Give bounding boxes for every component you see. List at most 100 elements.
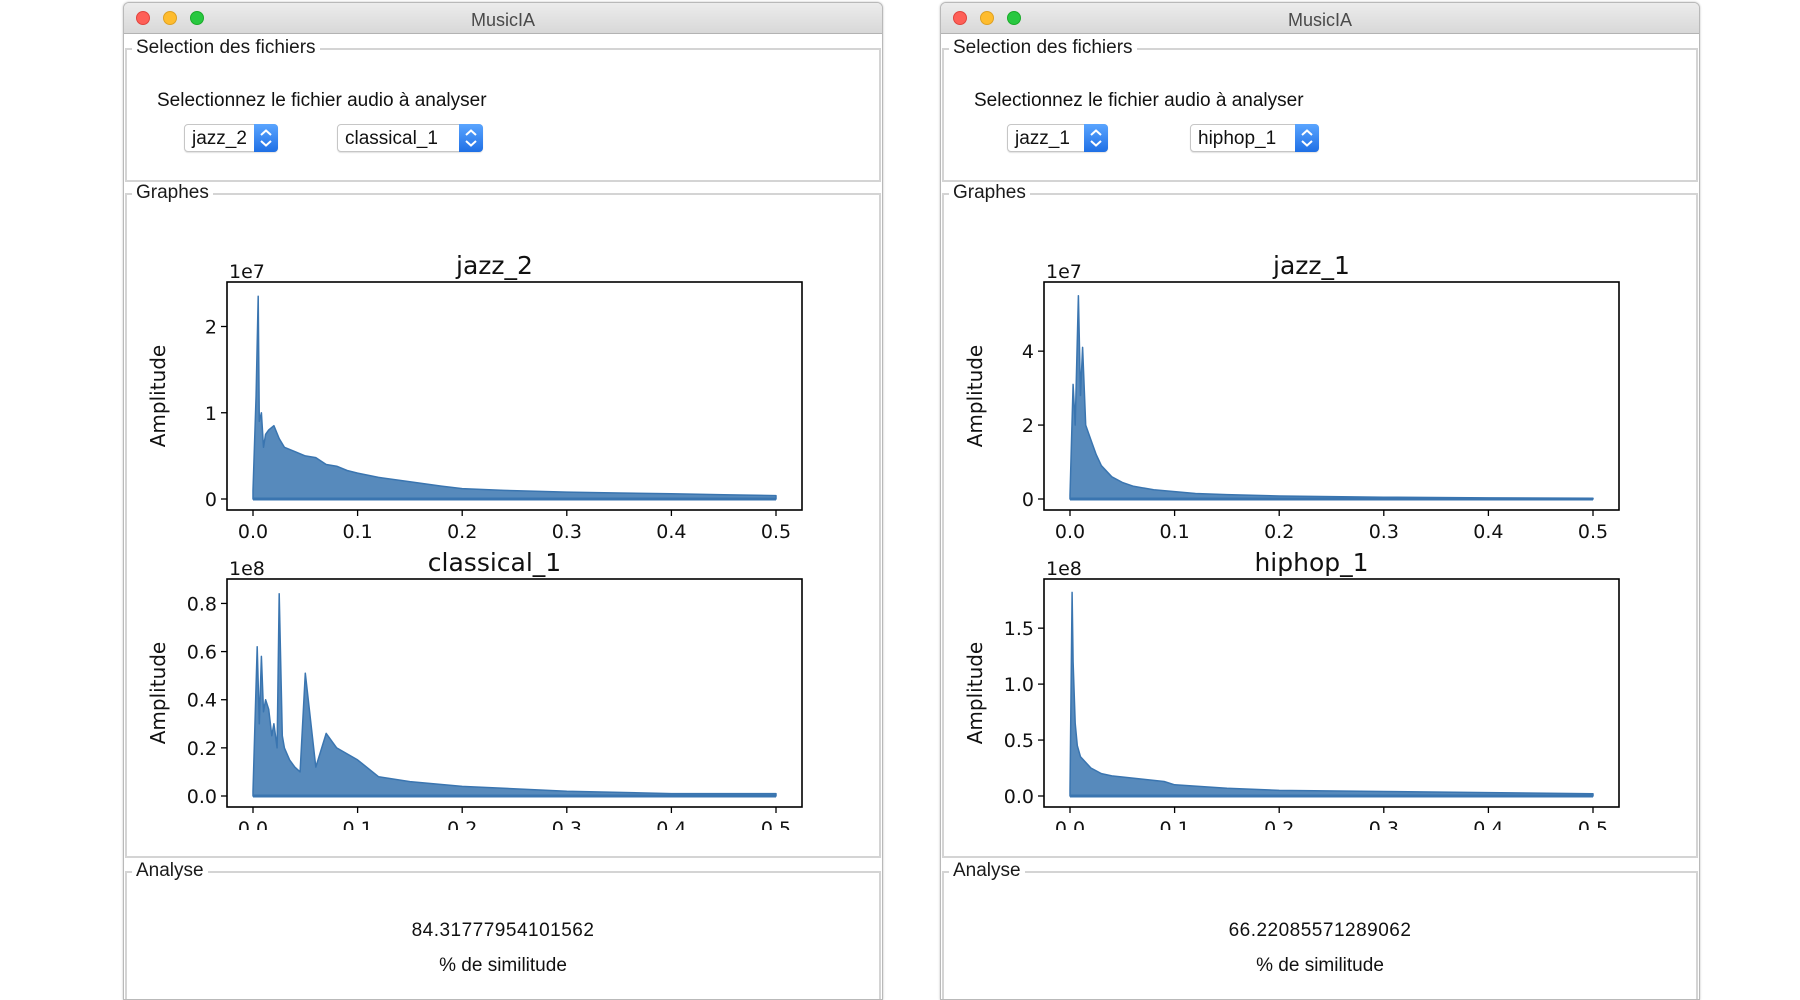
close-window-button[interactable] — [136, 11, 150, 25]
plot-frame — [226, 281, 803, 511]
chevron-up-down-icon — [1084, 124, 1108, 152]
y-tick-label: 1 — [205, 403, 217, 425]
similarity-label: % de similitude — [1256, 955, 1384, 976]
y-tick-label: 0.8 — [187, 593, 217, 615]
x-tick-label: 0.0 — [1055, 818, 1085, 830]
window-title: MusicIA — [470, 10, 535, 30]
x-tick-label: 0.4 — [656, 818, 686, 830]
y-tick-label: 0.0 — [1004, 786, 1034, 808]
axis-scale-label: 1e7 — [229, 261, 265, 283]
x-tick-label: 0.2 — [1264, 818, 1294, 830]
y-tick-label: 0.2 — [187, 738, 217, 760]
window-title: MusicIA — [1287, 10, 1352, 30]
spectrum-series-area — [252, 593, 777, 797]
x-tick-label: 0.4 — [656, 521, 686, 543]
audio-file-select-first-value: jazz_1 — [1015, 128, 1070, 149]
chart-title: classical_1 — [428, 548, 561, 577]
file-selection-group-label: Selection des fichiers — [132, 37, 320, 59]
audio-file-select-first[interactable]: jazz_2 — [184, 124, 278, 152]
graphs-group-label: Graphes — [949, 182, 1030, 204]
y-tick-label: 0.0 — [187, 786, 217, 808]
axis-scale-label: 1e7 — [1046, 261, 1082, 283]
title-bar[interactable]: MusicIA — [124, 3, 882, 34]
y-tick-label: 0 — [205, 489, 217, 511]
app-window: MusicIA Selection des fichiers Selection… — [940, 2, 1700, 1000]
x-tick-label: 0.4 — [1473, 818, 1503, 830]
x-tick-label: 0.5 — [761, 521, 791, 543]
y-tick-label: 0.6 — [187, 642, 217, 664]
chevron-up-down-icon — [1295, 124, 1319, 152]
y-axis-label: Amplitude — [146, 642, 170, 745]
chart-panel: jazz_1 1e7 Amplitude 0.0 0.1 0.2 0.3 0.4 0.5 0 2 4 — [963, 251, 1620, 543]
x-tick-label: 0.0 — [238, 818, 268, 830]
x-tick-label: 0.2 — [447, 521, 477, 543]
x-tick-label: 0.1 — [342, 818, 372, 830]
x-tick-label: 0.2 — [447, 818, 477, 830]
graphs-group: Graphes jazz_1 1e7 Amplitude 0.0 0.1 0.2 0.3 0.… — [942, 182, 1698, 858]
minimize-window-button[interactable] — [163, 11, 177, 25]
spectrum-series-area — [252, 295, 777, 500]
file-selection-group-label: Selection des fichiers — [949, 37, 1137, 59]
y-tick-label: 2 — [205, 317, 217, 339]
x-tick-label: 0.5 — [761, 818, 791, 830]
x-tick-label: 0.5 — [1578, 521, 1608, 543]
maximize-window-button[interactable] — [1007, 11, 1021, 25]
spectrum-series-area — [1069, 294, 1594, 500]
select-instruction: Selectionnez le fichier audio à analyser — [974, 90, 1304, 111]
analysis-group: Analyse 66.22085571289062 % de similitud… — [942, 860, 1698, 999]
x-tick-label: 0.3 — [1369, 818, 1399, 830]
file-selection-group: Selection des fichiers Selectionnez le f… — [125, 37, 881, 182]
similarity-value: 66.22085571289062 — [1228, 920, 1412, 941]
x-tick-label: 0.3 — [552, 818, 582, 830]
analysis-group-label: Analyse — [949, 860, 1025, 882]
analysis-group: Analyse 84.31777954101562 % de similitud… — [125, 860, 881, 999]
similarity-label: % de similitude — [439, 955, 567, 976]
x-tick-label: 0.3 — [552, 521, 582, 543]
audio-file-select-second-value: hiphop_1 — [1198, 128, 1277, 149]
plot-frame — [1043, 578, 1620, 808]
audio-file-select-first-value: jazz_2 — [192, 128, 247, 149]
axis-scale-label: 1e8 — [229, 558, 265, 580]
y-axis-label: Amplitude — [146, 345, 170, 448]
chart-panel: jazz_2 1e7 Amplitude 0.0 0.1 0.2 0.3 0.4 0.5 0 1 2 — [146, 251, 803, 543]
spectrum-charts: jazz_1 1e7 Amplitude 0.0 0.1 0.2 0.3 0.4 0.5 0 2 4 h… — [963, 251, 1620, 830]
x-tick-label: 0.4 — [1473, 521, 1503, 543]
audio-file-select-second[interactable]: classical_1 — [337, 124, 483, 152]
app-window: MusicIA Selection des fichiers Selection… — [123, 2, 883, 1000]
axis-scale-label: 1e8 — [1046, 558, 1082, 580]
similarity-value: 84.31777954101562 — [411, 920, 595, 941]
graphs-group-label: Graphes — [132, 182, 213, 204]
chart-panel: hiphop_1 1e8 Amplitude 0.0 0.1 0.2 0.3 0.4 0.5 0.… — [963, 548, 1620, 830]
spectrum-charts: jazz_2 1e7 Amplitude 0.0 0.1 0.2 0.3 0.4 0.5 0 1 2 c… — [146, 251, 803, 830]
y-tick-label: 0 — [1022, 489, 1034, 511]
y-tick-label: 1.5 — [1004, 618, 1034, 640]
y-axis-label: Amplitude — [963, 642, 987, 745]
plot-frame — [226, 578, 803, 808]
x-tick-label: 0.0 — [1055, 521, 1085, 543]
graphs-group: Graphes jazz_2 1e7 Amplitude 0.0 0.1 0.2 0.3 0.… — [125, 182, 881, 858]
file-selection-group: Selection des fichiers Selectionnez le f… — [942, 37, 1698, 182]
x-tick-label: 0.3 — [1369, 521, 1399, 543]
plot-frame — [1043, 281, 1620, 511]
chart-panel: classical_1 1e8 Amplitude 0.0 0.1 0.2 0.3 0.4 0.… — [146, 548, 803, 830]
x-tick-label: 0.1 — [342, 521, 372, 543]
y-tick-label: 2 — [1022, 415, 1034, 437]
chart-title: jazz_2 — [455, 251, 533, 280]
y-tick-label: 4 — [1022, 341, 1034, 363]
spectrum-series-area — [1069, 591, 1594, 797]
minimize-window-button[interactable] — [980, 11, 994, 25]
x-tick-label: 0.1 — [1159, 521, 1189, 543]
y-tick-label: 0.5 — [1004, 730, 1034, 752]
audio-file-select-second[interactable]: hiphop_1 — [1190, 124, 1319, 152]
maximize-window-button[interactable] — [190, 11, 204, 25]
x-tick-label: 0.5 — [1578, 818, 1608, 830]
y-tick-label: 0.4 — [187, 690, 217, 712]
select-instruction: Selectionnez le fichier audio à analyser — [157, 90, 487, 111]
audio-file-select-first[interactable]: jazz_1 — [1007, 124, 1108, 152]
title-bar[interactable]: MusicIA — [941, 3, 1699, 34]
chevron-up-down-icon — [254, 124, 278, 152]
y-tick-label: 1.0 — [1004, 674, 1034, 696]
chevron-up-down-icon — [459, 124, 483, 152]
analysis-group-label: Analyse — [132, 860, 208, 882]
close-window-button[interactable] — [953, 11, 967, 25]
